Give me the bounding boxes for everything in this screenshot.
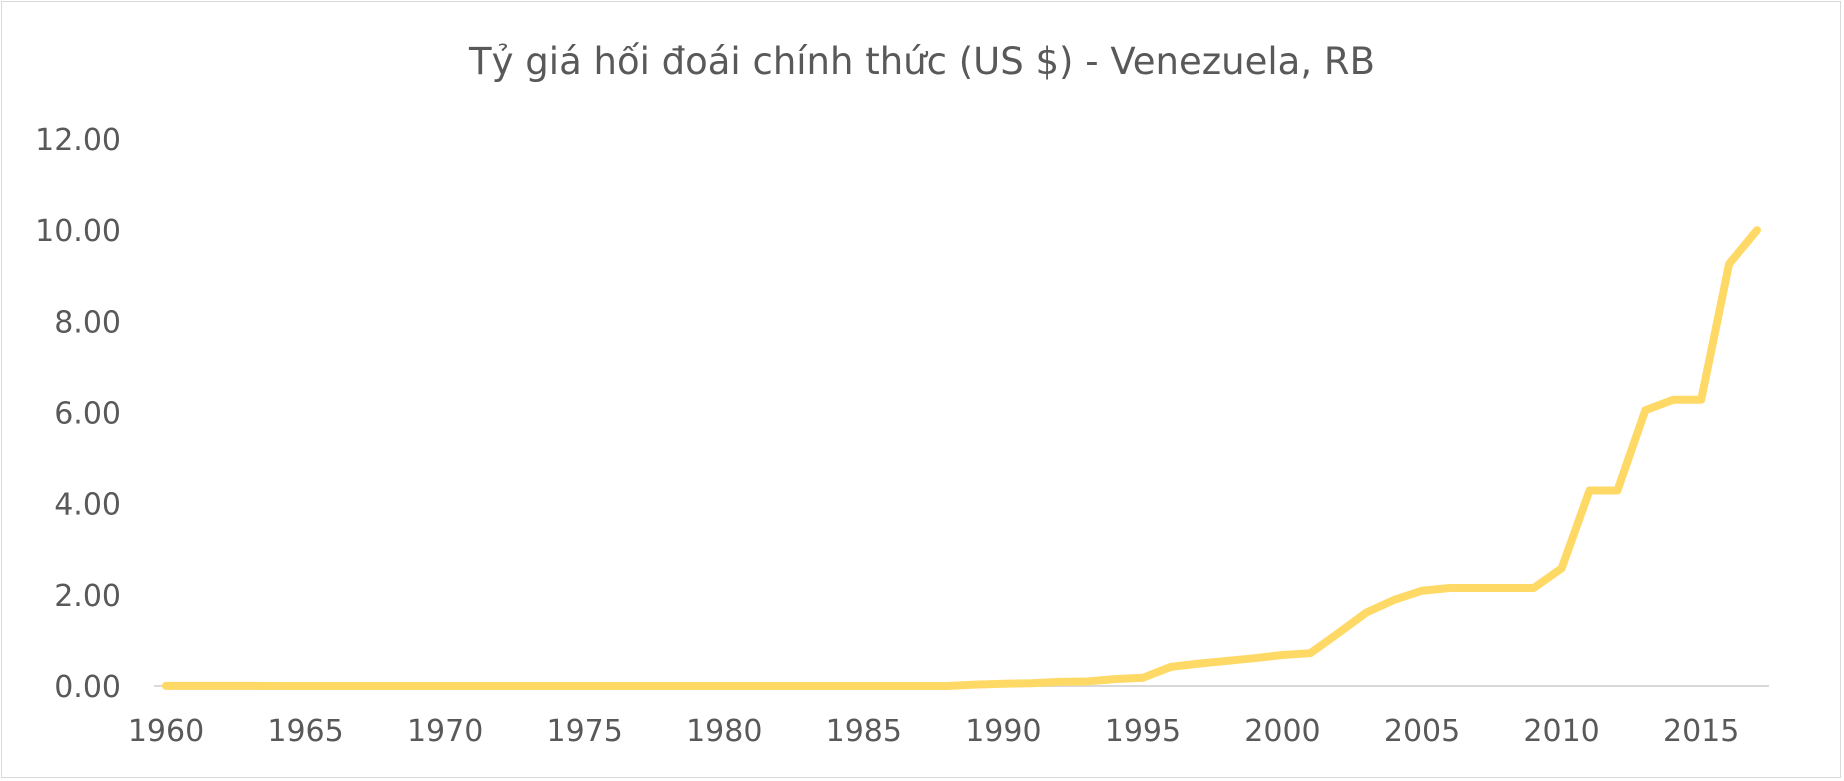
x-tick-label: 1960 (128, 714, 204, 749)
data-point (891, 686, 892, 687)
data-point (389, 686, 390, 687)
y-axis: 0.00 2.00 4.00 6.00 8.00 10.00 12.00 (35, 123, 121, 705)
x-tick-label: 1975 (547, 714, 623, 749)
data-point (445, 686, 446, 687)
data-point (305, 686, 306, 687)
data-point (1617, 490, 1618, 491)
data-point (1142, 677, 1143, 678)
data-point (780, 686, 781, 687)
y-tick-label: 10.00 (35, 214, 121, 249)
data-point (696, 686, 697, 687)
data-point (1533, 588, 1534, 589)
data-point (1477, 588, 1478, 589)
data-point (1449, 588, 1450, 589)
data-point (668, 686, 669, 687)
x-tick-label: 2000 (1244, 714, 1320, 749)
x-tick-label: 1985 (826, 714, 902, 749)
chart-title: Tỷ giá hối đoái chính thức (US $) - Vene… (468, 40, 1375, 83)
x-tick-label: 2015 (1663, 714, 1739, 749)
data-point (1701, 399, 1702, 400)
data-point (528, 686, 529, 687)
data-point (1003, 683, 1004, 684)
y-tick-label: 2.00 (54, 579, 121, 614)
data-point (1366, 612, 1367, 613)
data-point (556, 686, 557, 687)
data-point (333, 686, 334, 687)
data-point (221, 685, 222, 686)
data-point (975, 684, 976, 685)
data-point (1226, 660, 1227, 661)
y-tick-label: 4.00 (54, 488, 121, 523)
x-tick-label: 1990 (965, 714, 1041, 749)
data-point (1198, 663, 1199, 664)
data-point (640, 686, 641, 687)
data-point (1059, 681, 1060, 682)
data-point (724, 686, 725, 687)
data-point (1282, 655, 1283, 656)
data-point (1310, 653, 1311, 654)
data-point (193, 685, 194, 686)
data-point (1561, 568, 1562, 569)
data-point (1729, 263, 1730, 264)
data-point (1087, 681, 1088, 682)
x-tick-label: 2005 (1384, 714, 1460, 749)
data-point (1170, 666, 1171, 667)
x-tick-label: 1980 (686, 714, 762, 749)
data-point (1338, 633, 1339, 634)
data-point (1254, 658, 1255, 659)
data-point (1505, 588, 1506, 589)
data-point (1031, 683, 1032, 684)
x-tick-label: 1970 (407, 714, 483, 749)
x-tick-label: 1965 (267, 714, 343, 749)
data-point (473, 686, 474, 687)
y-tick-label: 0.00 (54, 670, 121, 705)
data-points (166, 230, 1758, 687)
x-tick-label: 2010 (1523, 714, 1599, 749)
x-tick-label: 1995 (1105, 714, 1181, 749)
y-tick-label: 8.00 (54, 305, 121, 340)
data-point (752, 686, 753, 687)
data-point (361, 686, 362, 687)
series-line (162, 226, 1761, 690)
y-tick-label: 12.00 (35, 123, 121, 158)
data-point (1115, 679, 1116, 680)
data-point (612, 686, 613, 687)
data-point (277, 686, 278, 687)
data-point (835, 686, 836, 687)
data-point (417, 686, 418, 687)
x-axis: 1960 1965 1970 1975 1980 1985 1990 1995 2000 2005… (128, 714, 1740, 749)
data-point (919, 686, 920, 687)
data-point (947, 686, 948, 687)
data-point (249, 685, 250, 686)
data-point (1394, 599, 1395, 600)
data-point (500, 686, 501, 687)
data-point (166, 685, 167, 686)
data-point (1757, 230, 1758, 231)
data-point (1673, 399, 1674, 400)
data-point (807, 686, 808, 687)
data-point (584, 686, 585, 687)
data-point (1589, 490, 1590, 491)
data-point (1422, 590, 1423, 591)
data-point (863, 686, 864, 687)
y-tick-label: 6.00 (54, 397, 121, 432)
data-point (1645, 410, 1646, 411)
